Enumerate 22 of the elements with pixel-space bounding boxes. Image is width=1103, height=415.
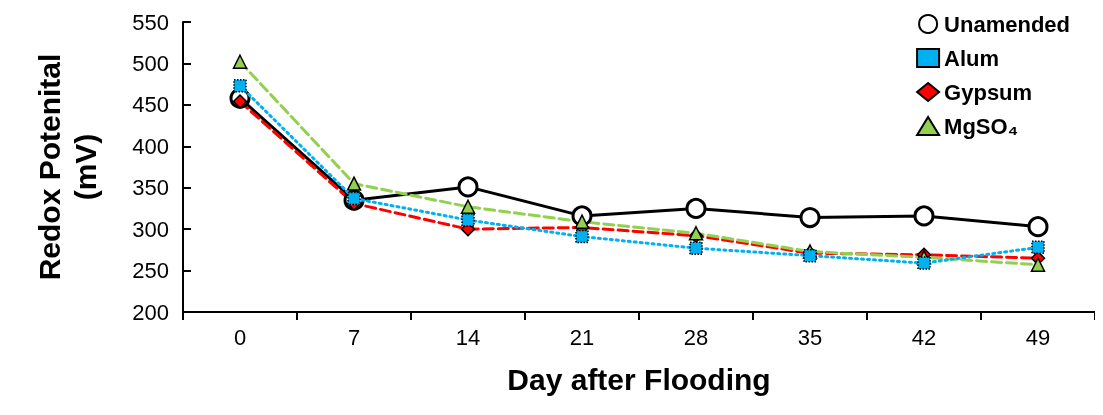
legend-label: Alum <box>944 45 1000 71</box>
y-tick-label: 350 <box>132 175 169 201</box>
y-tick-label: 500 <box>132 50 169 76</box>
y-tick-label: 250 <box>132 258 169 284</box>
x-tick-label: 28 <box>683 324 709 350</box>
x-tick-label: 42 <box>911 324 937 350</box>
x-tick-label: 7 <box>347 324 361 350</box>
x-tick-label: 0 <box>233 324 247 350</box>
y-tick-label: 300 <box>132 216 169 242</box>
y-tick-label: 200 <box>132 299 169 325</box>
y-tick-label: 400 <box>132 133 169 159</box>
legend-label: Gypsum <box>944 79 1033 105</box>
legend-label: MgSO₄ <box>944 113 1019 139</box>
x-tick-label: 21 <box>569 324 595 350</box>
legend-label: Unamended <box>944 11 1071 37</box>
x-axis-title: Day after Flooding <box>507 362 771 396</box>
y-tick-label: 550 <box>132 9 169 35</box>
x-tick-label: 35 <box>797 324 823 350</box>
x-tick-label: 14 <box>455 324 481 350</box>
x-tick-label: 49 <box>1025 324 1051 350</box>
y-axis-title: Redox Potenital (mV) <box>32 53 102 281</box>
y-tick-label: 450 <box>132 92 169 118</box>
